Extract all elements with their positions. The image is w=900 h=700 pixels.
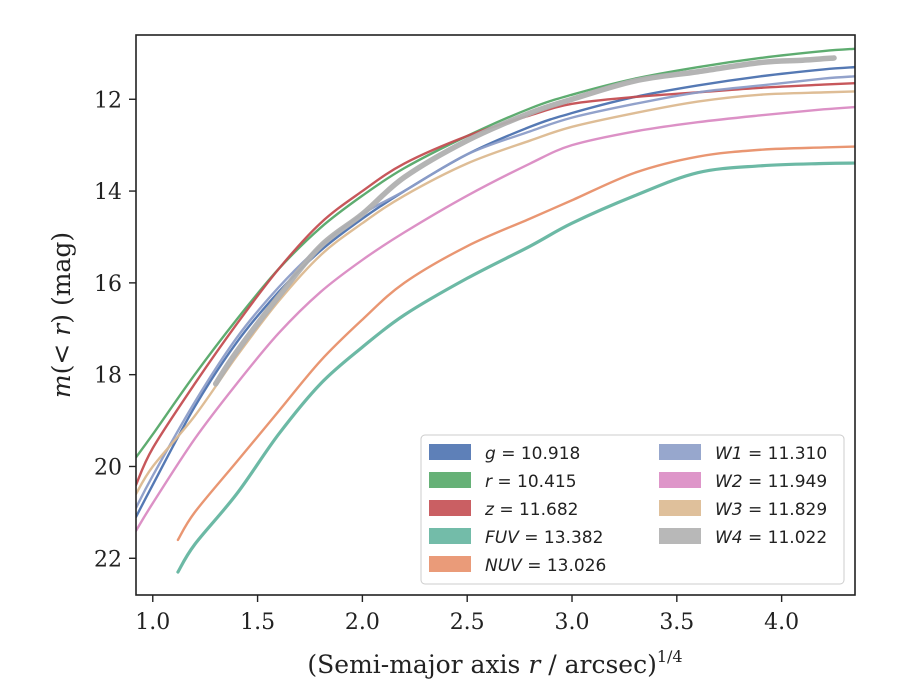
legend-swatch bbox=[659, 528, 701, 544]
series-line-w2 bbox=[136, 105, 855, 532]
series-line-w1 bbox=[136, 75, 855, 509]
y-tick-label: 14 bbox=[94, 180, 122, 205]
legend-swatch bbox=[429, 500, 471, 516]
legend-item-fuv: FUV = 13.382 bbox=[429, 528, 603, 548]
legend-label: r = 10.415 bbox=[485, 472, 577, 492]
x-tick-label: 4.0 bbox=[764, 610, 799, 635]
x-tick-label: 1.5 bbox=[240, 610, 275, 635]
x-tick-label: 2.0 bbox=[345, 610, 380, 635]
y-axis-label-suffix: ) (mag) bbox=[47, 232, 76, 324]
legend-item-w3: W3 = 11.829 bbox=[659, 500, 827, 520]
legend-swatch bbox=[659, 500, 701, 516]
legend-label-variable: W1 bbox=[715, 444, 743, 464]
legend-label: W1 = 11.310 bbox=[715, 444, 827, 464]
y-tick-label: 18 bbox=[94, 364, 122, 389]
y-tick-label: 12 bbox=[94, 88, 122, 113]
x-tick-label: 3.0 bbox=[555, 610, 590, 635]
legend-swatch bbox=[659, 472, 701, 488]
x-tick-label: 3.5 bbox=[659, 610, 694, 635]
y-tick-label: 20 bbox=[94, 455, 122, 480]
legend-label-value: = 11.022 bbox=[743, 528, 828, 548]
legend-label-value: = 11.682 bbox=[494, 500, 579, 520]
legend-swatch bbox=[429, 556, 471, 572]
y-axis-ticks: 12 14 16 18 20 22 bbox=[94, 88, 136, 572]
legend-label-variable: z bbox=[484, 500, 495, 520]
y-tick-label: 22 bbox=[94, 547, 122, 572]
x-axis-label: (Semi-major axis r / arcsec)1/4 bbox=[307, 647, 682, 679]
legend-swatch bbox=[429, 528, 471, 544]
legend-item-nuv: NUV = 13.026 bbox=[429, 556, 606, 576]
legend-label: z = 11.682 bbox=[484, 500, 578, 520]
legend-item-w1: W1 = 11.310 bbox=[659, 444, 827, 464]
y-axis-label-m: m bbox=[47, 374, 76, 398]
series-line-w3 bbox=[136, 90, 855, 496]
x-tick-label: 2.5 bbox=[450, 610, 485, 635]
legend-label-value: = 11.310 bbox=[743, 444, 828, 464]
legend-item-w4: W4 = 11.022 bbox=[659, 528, 827, 548]
legend-item-w2: W2 = 11.949 bbox=[659, 472, 827, 492]
legend-label-value: = 11.829 bbox=[743, 500, 828, 520]
series-line-w4 bbox=[212, 55, 837, 387]
legend-label-value: = 13.026 bbox=[522, 556, 607, 576]
y-axis-label-middle: (< bbox=[47, 336, 76, 375]
legend-label-value: = 10.918 bbox=[496, 444, 581, 464]
legend-label-variable: r bbox=[485, 472, 493, 492]
legend-label-variable: FUV bbox=[485, 528, 520, 548]
legend-label: W3 = 11.829 bbox=[715, 500, 827, 520]
legend-swatch bbox=[429, 472, 471, 488]
y-axis-label-variable: r bbox=[47, 322, 76, 336]
legend-label: g = 10.918 bbox=[485, 444, 580, 464]
legend-label-value: = 10.415 bbox=[492, 472, 577, 492]
legend-label-variable: W3 bbox=[715, 500, 743, 520]
legend-label-variable: W4 bbox=[715, 528, 743, 548]
x-axis-label-exponent: 1/4 bbox=[657, 647, 683, 666]
y-axis-label: m(< r) (mag) bbox=[47, 232, 76, 398]
series-line-nuv bbox=[176, 145, 855, 542]
legend-label-variable: W2 bbox=[715, 472, 743, 492]
series-line-fuv bbox=[176, 161, 855, 574]
legend-label: W4 = 11.022 bbox=[715, 528, 827, 548]
legend-label-variable: NUV bbox=[485, 556, 523, 576]
legend-label: FUV = 13.382 bbox=[485, 528, 603, 548]
legend-box bbox=[420, 434, 845, 585]
legend-label-value: = 13.382 bbox=[519, 528, 604, 548]
legend-label: NUV = 13.026 bbox=[485, 556, 606, 576]
x-tick-label: 1.0 bbox=[135, 610, 170, 635]
legend-label: W2 = 11.949 bbox=[715, 472, 827, 492]
x-axis-ticks: 1.0 1.5 2.0 2.5 3.0 3.5 4.0 bbox=[135, 595, 799, 635]
legend-swatch bbox=[429, 444, 471, 460]
legend-label-value: = 11.949 bbox=[743, 472, 828, 492]
series-layer bbox=[136, 47, 855, 574]
x-axis-label-variable: r bbox=[528, 650, 542, 679]
x-axis-label-prefix: (Semi-major axis bbox=[307, 650, 528, 679]
x-axis-label-suffix: / arcsec) bbox=[540, 650, 657, 679]
legend-item-z: z = 11.682 bbox=[429, 500, 578, 520]
legend-item-g: g = 10.918 bbox=[429, 444, 580, 464]
y-tick-label: 16 bbox=[94, 272, 122, 297]
legend-label-variable: g bbox=[485, 444, 496, 464]
legend-swatch bbox=[659, 444, 701, 460]
series-line-r bbox=[136, 47, 855, 459]
legend-item-r: r = 10.415 bbox=[429, 472, 577, 492]
plot-frame bbox=[135, 34, 856, 596]
